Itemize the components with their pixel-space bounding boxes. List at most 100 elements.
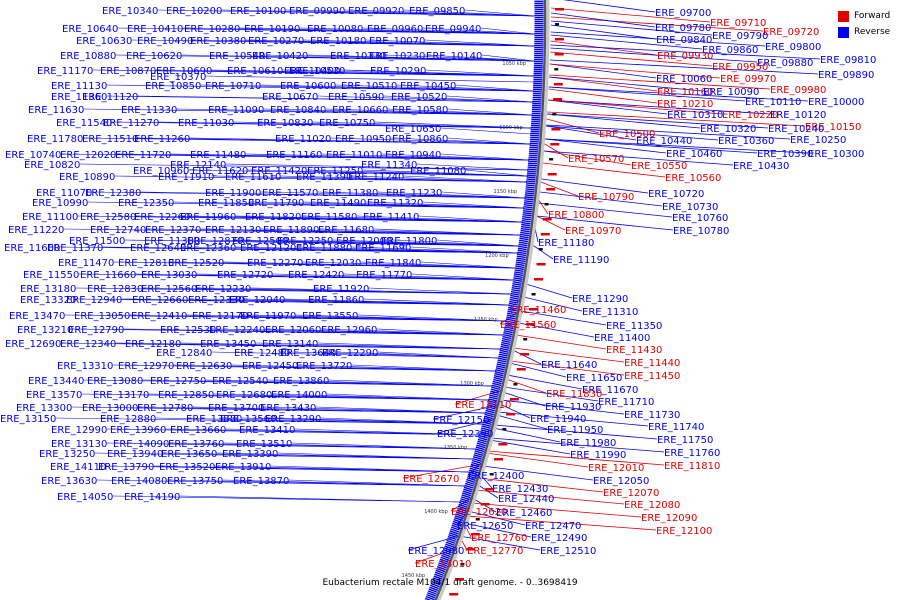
genome-backbone [424, 0, 550, 600]
gene-label: ERE_12850 [158, 390, 214, 401]
connector-line [320, 417, 484, 425]
gene-label: ERE_13150 [0, 414, 56, 425]
connector-line [546, 118, 600, 134]
gene-label: ERE_11910 [158, 172, 214, 183]
connector-line [410, 246, 519, 254]
gene-label: ERE_11620 [192, 166, 248, 177]
connector-line [250, 287, 512, 295]
gene-label: ERE_12480 [234, 348, 290, 359]
gene-label: ERE_13750 [167, 476, 223, 487]
connector-line [490, 437, 665, 453]
gene-label: ERE_12360 [180, 243, 236, 254]
gene-label: ERE_14080 [111, 476, 167, 487]
connector-line [362, 169, 528, 177]
connector-line [532, 244, 554, 260]
gene-label: ERE_11230 [386, 188, 442, 199]
gene-label: ERE_11560 [500, 320, 556, 331]
gene-mark [536, 263, 546, 266]
gene-label-connectors [55, 0, 821, 564]
connector-line [271, 393, 490, 401]
gene-label: ERE_09940 [425, 24, 481, 35]
gene-label: ERE_11170 [37, 66, 93, 77]
connector-line [344, 69, 535, 77]
connector-line [459, 535, 541, 551]
connector-line [205, 75, 534, 83]
connector-line [474, 489, 625, 505]
connector-line [420, 261, 516, 269]
gene-label: ERE_10780 [673, 226, 729, 237]
connector-line [335, 84, 534, 92]
gene-label: ERE_12530 [160, 325, 216, 336]
connector-line [351, 175, 527, 183]
gene-label: ERE_13390 [222, 449, 278, 460]
gene-label: ERE_11360 [51, 92, 107, 103]
gene-label: ERE_11090 [208, 105, 264, 116]
gene-label: ERE_10180 [310, 36, 366, 47]
connector-line [140, 191, 526, 199]
connector-line [416, 163, 529, 171]
connector-line [447, 137, 531, 145]
gene-label: ERE_11550 [23, 270, 79, 281]
gene-label: ERE_11310 [582, 307, 638, 318]
connector-line [505, 378, 547, 394]
connector-line [317, 342, 501, 350]
gene-label: ERE_11930 [545, 402, 601, 413]
connector-line [225, 428, 481, 436]
gene-mark [531, 293, 536, 296]
gene-label: ERE_10250 [790, 135, 846, 146]
gene-label: ERE_13210 [17, 325, 73, 336]
gene-mark [523, 338, 528, 341]
gene-label: ERE_14050 [57, 492, 113, 503]
connector-line [550, 16, 764, 32]
connector-line [307, 54, 535, 62]
gene-label: ERE_09850 [409, 6, 465, 17]
gene-mark [526, 323, 536, 326]
gene-label: ERE_11250 [307, 166, 363, 177]
gene-label: ERE_10150 [805, 122, 861, 133]
gene-label: ERE_11420 [251, 166, 307, 177]
gene-label: ERE_10870 [100, 66, 156, 77]
gene-label: ERE_11340 [361, 160, 417, 171]
gene-label: ERE_09930 [657, 51, 713, 62]
gene-label: ERE_09710 [710, 18, 766, 29]
gene-label: ERE_10520 [391, 92, 447, 103]
connector-line [376, 328, 504, 336]
connector-line [538, 202, 673, 218]
gene-label: ERE_11300 [144, 236, 200, 247]
gene-label: ERE_13630 [41, 476, 97, 487]
gene-label: ERE_13640 [280, 348, 336, 359]
gene-label: ERE_13170 [93, 390, 149, 401]
gene-label: ERE_12150 [433, 415, 489, 426]
gene-label: ERE_11570 [262, 188, 318, 199]
gene-label: ERE_11780 [27, 134, 83, 145]
gene-label: ERE_11180 [538, 238, 594, 249]
gene-label: ERE_12980 [408, 546, 464, 557]
gene-label: ERE_12430 [492, 484, 548, 495]
gene-label: ERE_11510 [82, 134, 138, 145]
connector-line [222, 479, 466, 487]
connector-line [303, 201, 525, 209]
gene-label: ERE_14090 [113, 439, 169, 450]
connector-line [306, 169, 528, 177]
gene-label: ERE_11940 [530, 414, 586, 425]
gene-label: ERE_12540 [212, 376, 268, 387]
connector-line [549, 63, 657, 79]
gene-label: ERE_11810 [664, 461, 720, 472]
gene-label: ERE_12080 [624, 500, 680, 511]
axis-ticks: 1050 kbp 1100 kbp 1150 kbp 1200 kbp 1250 kbp… [402, 61, 526, 579]
gene-label: ERE_10160 [657, 87, 713, 98]
connector-line [425, 69, 535, 77]
connector-line [465, 169, 528, 177]
gene-label: ERE_10090 [703, 87, 759, 98]
gene-label: ERE_13180 [20, 284, 76, 295]
axis-tick-label: 1450 kbp [402, 573, 426, 579]
gene-label: ERE_13290 [265, 414, 321, 425]
gene-label: ERE_13720 [296, 361, 352, 372]
gene-label: ERE_13870 [233, 476, 289, 487]
connector-line [343, 273, 514, 281]
gene-label: ERE_11120 [82, 92, 138, 103]
gene-label: ERE_11760 [664, 448, 720, 459]
gene-label: ERE_11880 [296, 243, 352, 254]
axis-tick-label: 1350 kbp [444, 445, 468, 451]
gene-label: ERE_12380 [85, 188, 141, 199]
